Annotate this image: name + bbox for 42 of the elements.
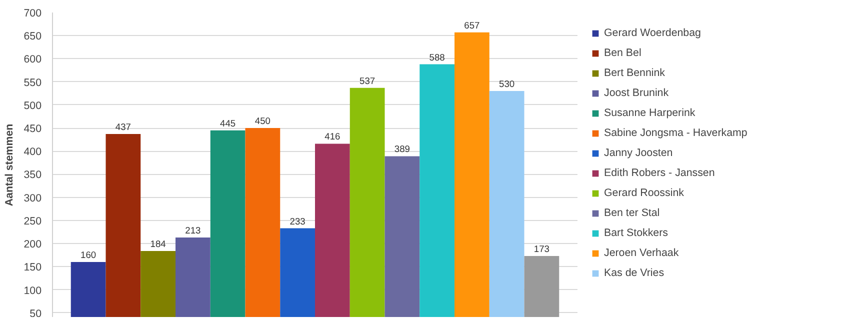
y-tick-label: 300 (24, 192, 42, 204)
y-tick-label: 150 (24, 262, 42, 274)
y-tick-label: 650 (24, 30, 42, 43)
y-tick-label: 700 (24, 8, 42, 20)
y-tick-label: 200 (24, 238, 42, 251)
legend-label: Gerard Roossink (604, 186, 684, 200)
data-label: 233 (290, 216, 306, 226)
data-label: 588 (429, 52, 445, 62)
legend-label: Sabine Jongsma - Haverkamp (604, 126, 748, 140)
y-axis-title: Aantal stemmen (4, 124, 16, 206)
y-tick-label: 400 (24, 146, 42, 158)
data-label: 160 (80, 250, 96, 260)
y-tick-label: 500 (24, 100, 42, 112)
y-tick-label: 250 (24, 215, 42, 228)
legend-label: Joost Brunink (604, 86, 669, 100)
legend-label: Ben ter Stal (604, 206, 660, 220)
legend-label: Gerard Woerdenbag (604, 26, 701, 40)
y-tick-label: 450 (24, 123, 42, 136)
y-tick-label: 550 (24, 76, 42, 89)
data-label: 530 (499, 79, 515, 90)
data-label: 213 (185, 226, 201, 236)
legend-label: Kas de Vries (604, 266, 664, 280)
data-label: 437 (115, 122, 131, 132)
data-label: 173 (534, 244, 550, 254)
data-label: 450 (254, 116, 270, 126)
legend-label: Janny Joosten (604, 146, 673, 160)
data-label: 416 (324, 132, 340, 142)
y-tick-label: 50 (30, 308, 42, 320)
y-tick-label: 600 (24, 54, 42, 66)
y-tick-label: 100 (24, 284, 42, 297)
y-tick-label: 350 (24, 169, 42, 182)
legend-label: Bart Stokkers (604, 226, 668, 240)
data-label: 184 (150, 238, 166, 249)
legend-label: Bert Bennink (604, 66, 666, 80)
data-label: 389 (394, 144, 410, 154)
data-label: 657 (464, 20, 480, 30)
legend-label: Ben Bel (604, 46, 642, 60)
data-label: 445 (220, 118, 236, 128)
data-label: 537 (360, 76, 376, 86)
legend-label: Susanne Harperink (604, 106, 696, 120)
legend-label: Edith Robers - Janssen (604, 166, 715, 180)
legend-label: Jeroen Verhaak (604, 246, 679, 260)
